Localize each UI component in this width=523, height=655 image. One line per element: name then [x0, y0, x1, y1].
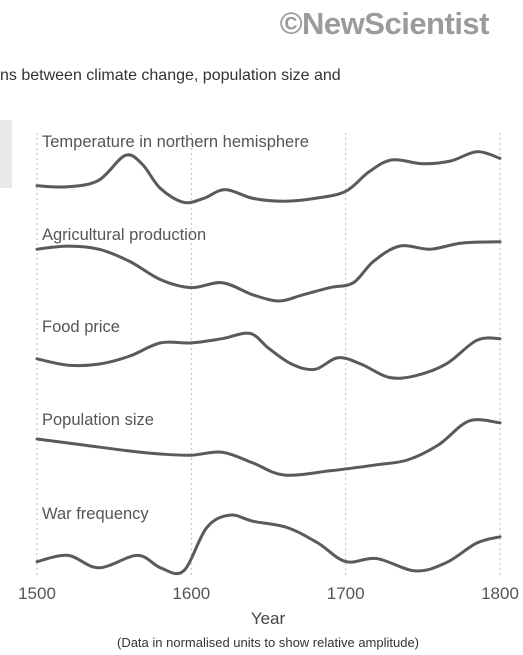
chart-note: (Data in normalised units to show relati… [117, 635, 419, 650]
panel-3: Food price [35, 318, 502, 380]
x-tick-label: 1700 [327, 584, 365, 603]
x-axis-ticks: 1500 1600 1700 1800 [18, 584, 519, 603]
panel-2: Agricultural production [35, 226, 502, 303]
series-line [35, 418, 502, 477]
series-line [35, 240, 502, 303]
panel-1: Temperature in northern hemisphere [35, 133, 502, 205]
panel-label: Temperature in northern hemisphere [42, 133, 309, 151]
edge-mark [0, 120, 12, 188]
series-line [35, 150, 502, 205]
grid-lines [36, 133, 501, 575]
chart-subtitle: ns between climate change, population si… [0, 67, 341, 84]
series-line [35, 513, 502, 576]
x-tick-label: 1800 [481, 584, 519, 603]
panel-4: Population size [35, 411, 502, 477]
series-line [35, 331, 502, 380]
panel-5: War frequency [35, 505, 502, 576]
x-tick-label: 1500 [18, 584, 56, 603]
x-axis-title: Year [251, 609, 286, 628]
panel-label: Agricultural production [42, 226, 206, 244]
panel-label: Population size [42, 411, 154, 429]
chart-panels: Temperature in northern hemisphere Agricu… [35, 133, 502, 576]
panel-label: War frequency [42, 505, 149, 523]
panel-label: Food price [42, 318, 120, 336]
brand-logo: ©NewScientist [279, 6, 490, 41]
x-tick-label: 1600 [172, 584, 210, 603]
